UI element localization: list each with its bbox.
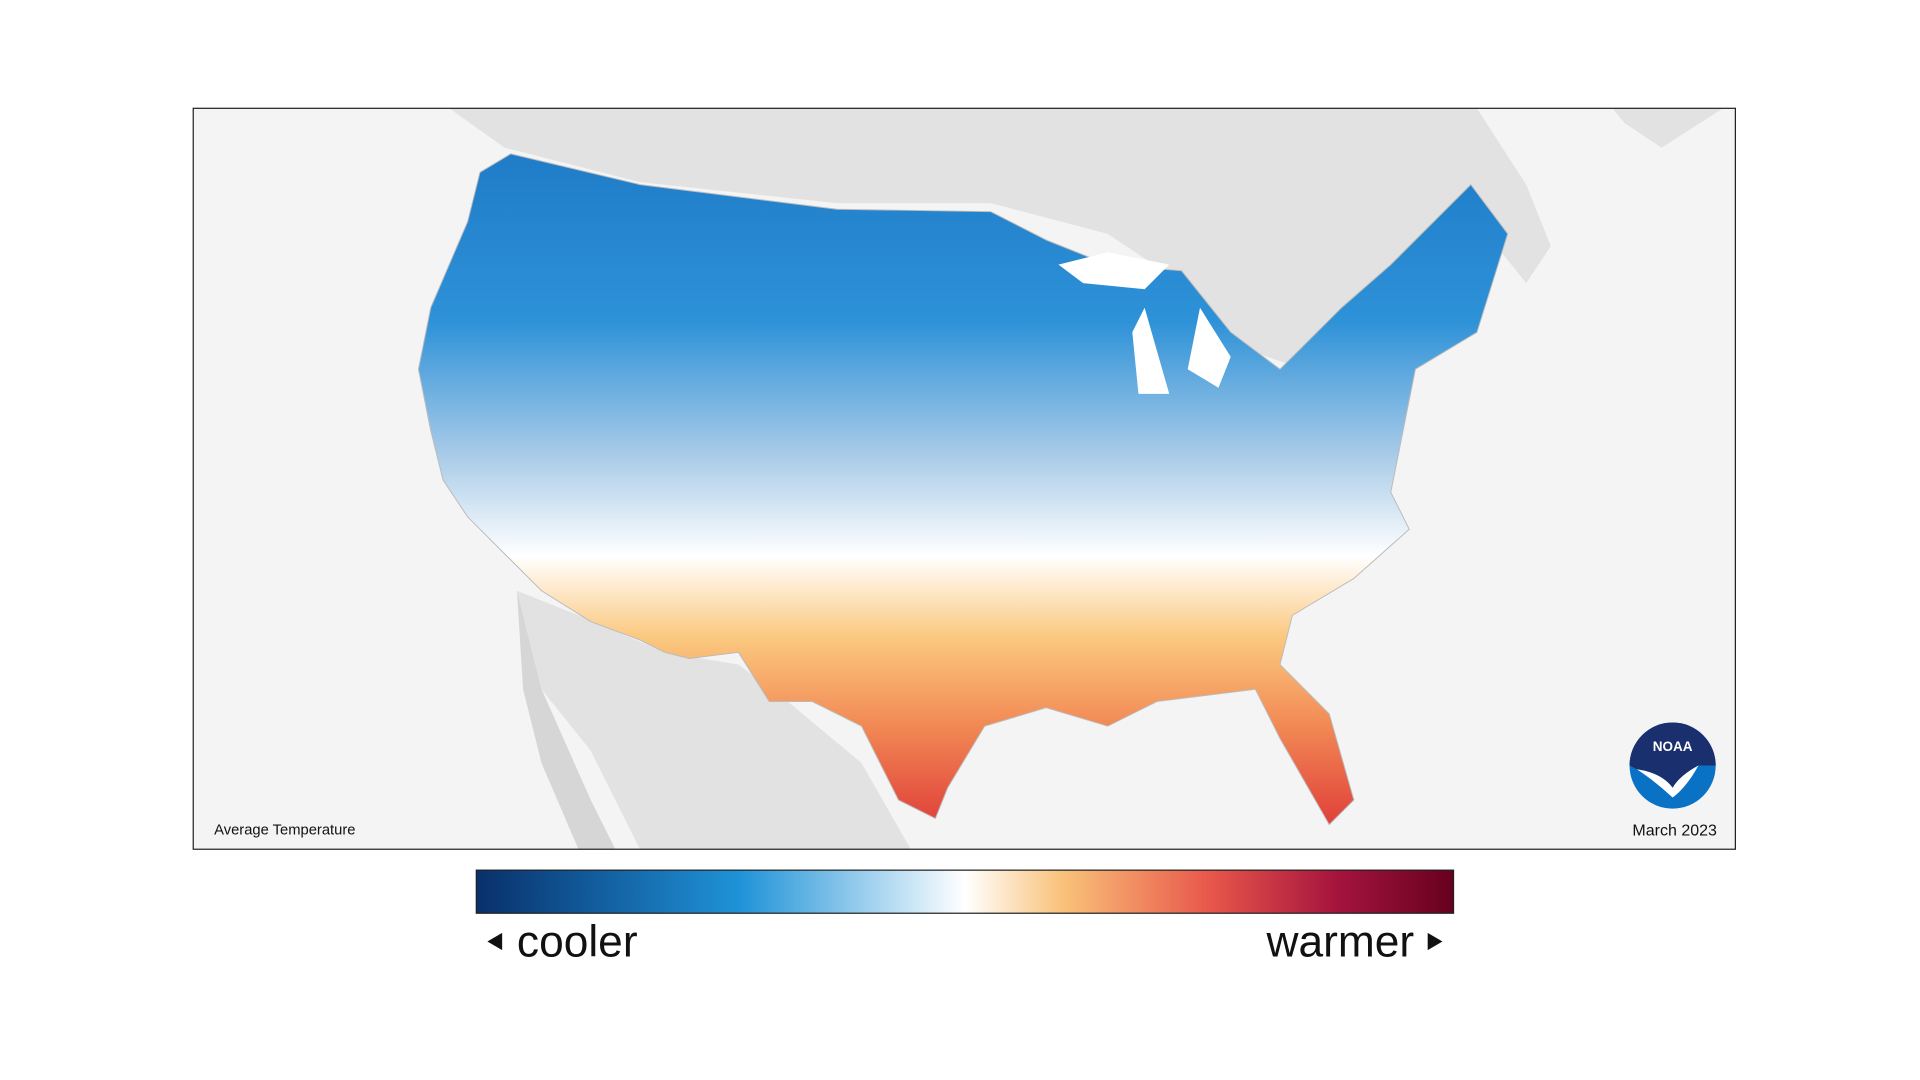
map-label: Average Temperature: [214, 822, 355, 838]
map-panel: Average Temperature March 2023 NOAA: [192, 107, 1736, 850]
mexico: [516, 590, 911, 850]
arrow-left: [487, 932, 503, 951]
us-temperature-map: [417, 153, 1509, 826]
great-lakes: [1058, 252, 1231, 394]
logo-text: NOAA: [1653, 739, 1693, 754]
legend-low: cooler: [517, 917, 638, 966]
baja: [516, 590, 616, 850]
map-date: March 2023: [1632, 823, 1717, 840]
canada: [449, 108, 1551, 370]
noaa-logo: NOAA: [1629, 722, 1716, 809]
color-bar: [475, 869, 1455, 914]
logo-top: [1629, 722, 1716, 788]
canada-east: [1612, 108, 1724, 148]
legend-high: warmer: [1265, 917, 1414, 966]
logo-gull: [1636, 765, 1699, 798]
legend: cooler warmer: [475, 869, 1455, 966]
map-frame: [192, 107, 1736, 850]
arrow-right: [1427, 932, 1443, 951]
